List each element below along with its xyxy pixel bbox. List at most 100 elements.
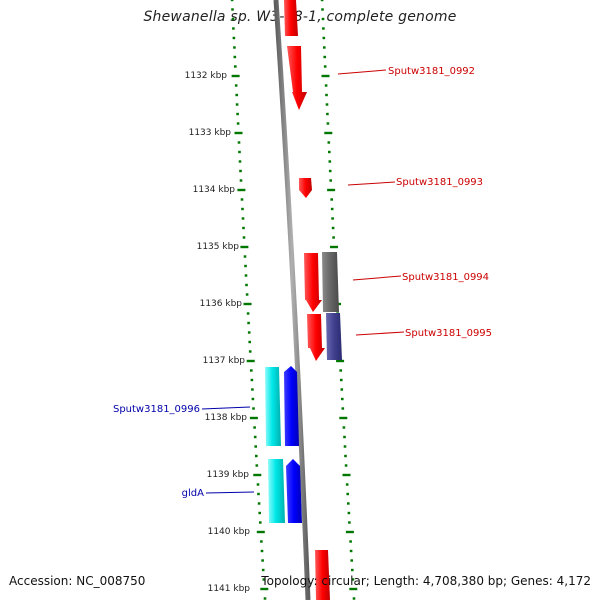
minor-tick	[328, 150, 331, 154]
accession-text: Accession: NC_008750	[9, 574, 146, 588]
minor-tick	[324, 84, 328, 87]
tick-label: 1135 kbp	[197, 242, 240, 252]
tick-label: 1139 kbp	[207, 470, 250, 480]
minor-tick	[329, 179, 332, 182]
gene-label-sputw3181-0994[interactable]: Sputw3181_0994	[402, 272, 489, 283]
label-leader-lines	[201, 69, 405, 494]
major-tick	[349, 587, 358, 591]
minor-tick	[325, 93, 328, 97]
minor-tick	[321, 8, 324, 11]
minor-tick	[239, 179, 243, 182]
gene-feature-sputw3181-0994[interactable]	[304, 253, 322, 312]
gene-feature-sputw3181-0995[interactable]	[307, 314, 325, 361]
gene-feature-top[interactable]	[284, 0, 298, 36]
minor-tick	[239, 169, 242, 173]
minor-tick	[236, 122, 240, 125]
minor-tick	[323, 65, 327, 68]
minor-tick	[255, 454, 258, 458]
major-tick	[324, 131, 333, 135]
minor-tick	[261, 568, 265, 572]
major-tick	[342, 473, 351, 477]
major-tick	[231, 74, 240, 78]
major-tick	[336, 359, 345, 363]
minor-tick	[263, 597, 267, 600]
minor-tick	[346, 492, 349, 496]
tick-label-group: 1132 kbp 1133 kbp 1134 kbp 1135 kbp 1136…	[185, 71, 251, 594]
major-tick	[260, 587, 269, 591]
gene-feature-sputw3181-0992[interactable]	[287, 46, 307, 110]
minor-tick	[246, 312, 250, 315]
minor-tick	[322, 27, 325, 30]
minor-tick	[258, 511, 261, 515]
minor-tick	[325, 103, 329, 106]
minor-tick	[260, 549, 264, 553]
tick-label: 1137 kbp	[203, 356, 246, 366]
gene-label-glda[interactable]: gldA	[182, 488, 204, 499]
minor-tick	[259, 521, 262, 524]
major-tick	[330, 245, 338, 249]
minor-tick	[328, 169, 332, 173]
minor-tick	[350, 559, 353, 562]
major-tick	[256, 530, 265, 534]
leader-line	[205, 491, 255, 494]
minor-tick	[238, 150, 241, 154]
major-tick	[345, 530, 354, 534]
minor-tick	[321, 17, 325, 21]
minor-tick	[328, 160, 332, 163]
minor-tick	[262, 578, 266, 581]
minor-tick	[347, 502, 350, 505]
gene-feature-bottom[interactable]	[315, 550, 330, 600]
minor-tick	[323, 46, 326, 49]
gene-label-sputw3181-0992[interactable]: Sputw3181_0992	[388, 66, 475, 77]
leader-line	[347, 181, 396, 186]
gene-feature-sputw3181-0993[interactable]	[299, 178, 312, 198]
minor-tick	[234, 65, 237, 68]
minor-tick	[256, 483, 260, 486]
minor-tick	[250, 369, 253, 372]
minor-tick	[233, 46, 236, 49]
outer-tick-track	[320, 0, 358, 600]
minor-tick	[257, 502, 261, 505]
minor-tick	[348, 521, 351, 524]
minor-tick	[245, 283, 248, 287]
minor-tick	[236, 112, 239, 116]
leader-line	[352, 275, 402, 281]
minor-tick	[235, 93, 238, 97]
minor-tick	[343, 445, 347, 448]
minor-tick	[241, 217, 245, 220]
cds-feature-cyan-2[interactable]	[268, 459, 285, 523]
gene-feature-sputw3181-0996[interactable]	[284, 366, 299, 446]
leader-line	[355, 331, 405, 336]
genome-summary-text: Topology: circular; Length: 4,708,380 bp…	[261, 574, 591, 588]
minor-tick	[244, 264, 247, 268]
tick-label: 1138 kbp	[205, 413, 248, 423]
minor-tick	[231, 8, 234, 11]
minor-tick	[352, 597, 356, 600]
minor-tick	[344, 464, 348, 467]
minor-tick	[243, 255, 247, 258]
minor-tick	[251, 397, 255, 401]
minor-tick	[233, 55, 237, 59]
major-tick	[243, 302, 252, 306]
tick-label: 1140 kbp	[208, 527, 251, 537]
minor-tick	[235, 103, 239, 106]
cds-feature-cyan-1[interactable]	[265, 367, 281, 446]
minor-tick	[231, 17, 235, 21]
minor-tick	[340, 388, 344, 391]
minor-tick	[341, 407, 345, 410]
minor-tick	[248, 340, 251, 344]
rna-feature[interactable]	[322, 252, 339, 312]
gene-label-sputw3181-0996[interactable]: Sputw3181_0996	[113, 404, 200, 415]
major-tick	[253, 473, 262, 477]
gene-label-sputw3181-0993[interactable]: Sputw3181_0993	[396, 177, 483, 188]
gene-feature-glda[interactable]	[286, 459, 302, 523]
major-tick	[249, 416, 258, 420]
tick-label: 1141 kbp	[208, 584, 251, 594]
minor-tick	[347, 511, 351, 515]
minor-tick	[261, 559, 264, 562]
minor-tick	[326, 122, 330, 125]
gene-label-sputw3181-0995[interactable]: Sputw3181_0995	[405, 328, 492, 339]
minor-tick	[234, 84, 238, 87]
other-feature[interactable]	[326, 313, 342, 360]
